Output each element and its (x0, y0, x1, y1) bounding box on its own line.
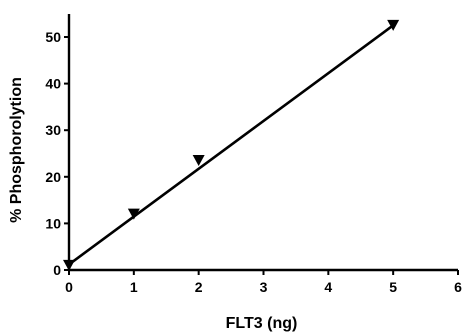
y-tick-label: 40 (45, 76, 61, 92)
y-tick-label: 10 (45, 215, 61, 231)
y-tick-label: 30 (45, 122, 61, 138)
fit-line (68, 24, 394, 266)
x-axis-label: FLT3 (ng) (226, 315, 298, 332)
data-point (63, 259, 75, 271)
x-tick-label: 4 (324, 279, 332, 295)
data-point (387, 19, 400, 31)
data-point (192, 154, 205, 166)
y-tick-label: 50 (45, 29, 61, 45)
x-tick-label: 0 (65, 279, 73, 295)
y-tick-label: 20 (45, 169, 61, 185)
y-axis-label: % Phosphorolytion (8, 77, 25, 223)
y-tick-label: 0 (53, 262, 61, 278)
x-tick-label: 3 (260, 279, 268, 295)
x-axis: 0 1 2 3 4 5 6 (65, 268, 462, 295)
y-axis: 0 10 20 30 40 50 (45, 14, 71, 278)
x-tick-label: 5 (389, 279, 397, 295)
data-point (127, 208, 140, 220)
data-points (63, 19, 400, 271)
x-tick-label: 2 (195, 279, 203, 295)
x-tick-label: 6 (454, 279, 462, 295)
x-tick-label: 1 (130, 279, 138, 295)
